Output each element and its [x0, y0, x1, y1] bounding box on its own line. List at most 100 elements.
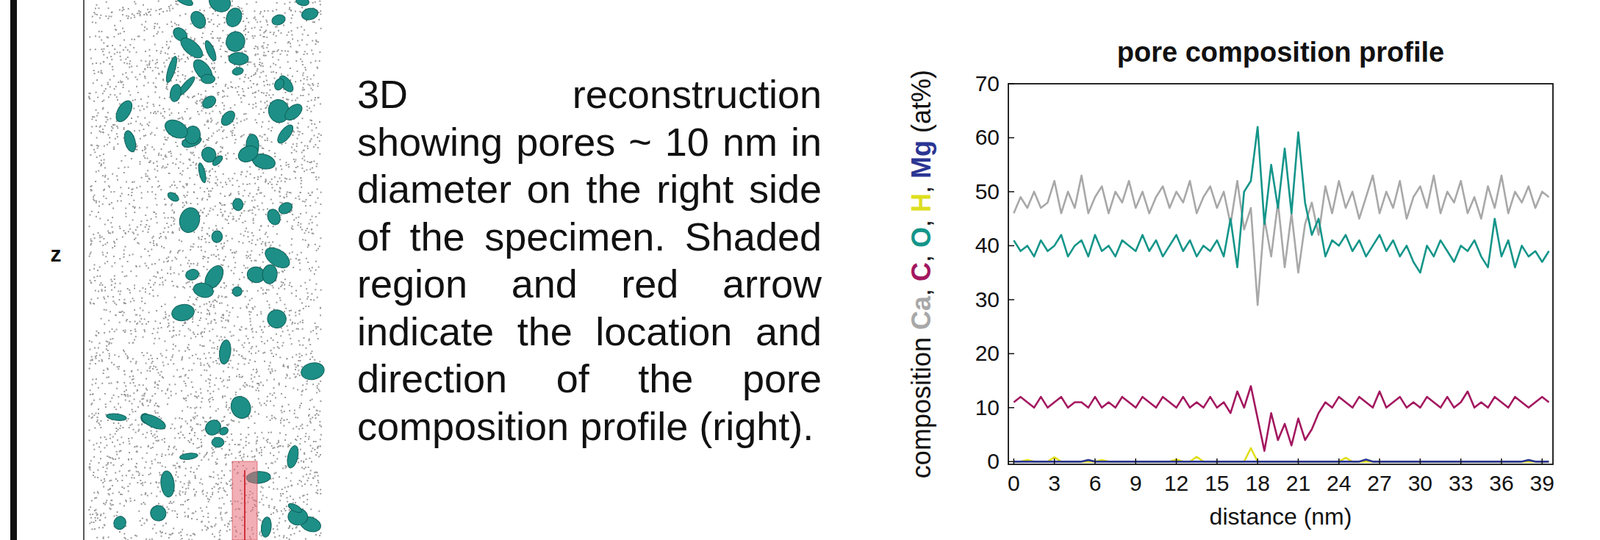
y-tick — [1008, 191, 1015, 193]
caption: 3D reconstruction showing pores ~ 10 nm … — [357, 70, 822, 450]
pore — [199, 93, 218, 111]
pore — [188, 8, 209, 31]
x-tick — [1419, 458, 1422, 465]
x-tick — [1135, 458, 1137, 465]
y-tick-label: 40 — [975, 232, 1000, 258]
pore — [105, 413, 127, 422]
y-tick — [1008, 299, 1015, 301]
pore — [122, 129, 138, 153]
pore — [223, 29, 247, 55]
series-line — [1013, 459, 1549, 462]
y-tick-label: 30 — [975, 287, 1000, 312]
profile-region — [232, 461, 258, 540]
pore — [218, 339, 233, 366]
x-tick — [1541, 458, 1544, 465]
pore — [147, 502, 170, 525]
x-tick-label: 27 — [1367, 471, 1392, 496]
y-axis-title-part: Mg — [906, 140, 937, 179]
pore — [161, 116, 191, 142]
x-tick — [1175, 458, 1178, 465]
x-tick-label: 21 — [1286, 471, 1311, 496]
pore — [113, 97, 136, 125]
y-axis-title-part: O — [906, 227, 937, 248]
pore — [177, 34, 206, 62]
y-axis-title-part: ( — [906, 124, 937, 141]
pore — [211, 437, 225, 448]
series-line — [1013, 127, 1549, 273]
y-tick-label: 20 — [975, 341, 1000, 366]
pore — [231, 285, 244, 298]
x-tick-label: 0 — [1007, 471, 1021, 496]
y-axis-title-part — [906, 329, 937, 338]
pore — [111, 514, 128, 532]
pore — [170, 302, 196, 323]
pore — [270, 13, 287, 28]
axis-label: z — [50, 241, 62, 267]
x-tick-label: 18 — [1245, 471, 1270, 496]
x-tick — [1094, 458, 1096, 465]
pore — [163, 55, 179, 84]
y-axis-title-part: H — [906, 193, 937, 213]
y-tick-label: 0 — [987, 449, 1000, 474]
atom-cloud — [88, 0, 322, 540]
y-axis-title: composition Ca, C, O, H, Mg (at%) — [906, 69, 937, 479]
x-tick-label: 3 — [1048, 471, 1061, 496]
pore — [210, 154, 225, 168]
pore — [285, 444, 300, 469]
x-tick-label: 6 — [1089, 471, 1102, 496]
pore — [196, 162, 208, 184]
y-tick — [1008, 137, 1015, 139]
pore — [205, 0, 235, 17]
pore — [191, 281, 215, 300]
x-tick-label: 39 — [1530, 471, 1555, 496]
x-tick — [1297, 458, 1300, 465]
y-tick — [1008, 461, 1015, 464]
y-axis-title-part: , — [906, 178, 937, 194]
y-axis-title-part: at — [906, 102, 937, 125]
y-tick — [1008, 245, 1015, 247]
pore — [295, 0, 310, 7]
x-tick — [1500, 458, 1503, 465]
pore — [177, 205, 203, 236]
pore — [299, 360, 326, 383]
x-axis-title: distance (nm) — [1209, 503, 1353, 530]
pore — [232, 197, 245, 211]
y-axis-title-part: , — [906, 212, 937, 228]
pore — [235, 142, 261, 165]
pore — [184, 267, 200, 282]
y-tick — [1008, 83, 1015, 85]
x-tick-label: 24 — [1326, 471, 1351, 496]
plot-frame — [1008, 83, 1553, 465]
y-axis-title-part: %) — [906, 69, 937, 103]
x-tick-label: 9 — [1129, 471, 1143, 496]
pore — [300, 6, 319, 22]
pore — [227, 393, 255, 422]
x-tick-label: 30 — [1408, 471, 1433, 496]
y-tick-label: 50 — [975, 179, 1000, 204]
pore — [261, 263, 279, 285]
pore — [200, 74, 215, 84]
x-tick-label: 33 — [1448, 471, 1473, 496]
pore — [169, 83, 184, 103]
x-tick-label: 12 — [1164, 471, 1189, 496]
chart-title: pore composition profile — [1117, 36, 1445, 68]
x-tick — [1338, 458, 1340, 465]
y-axis-title-part: Ca — [906, 295, 937, 330]
x-tick — [1460, 458, 1462, 465]
pore — [210, 230, 223, 244]
pore — [272, 77, 286, 92]
panel-edge — [83, 0, 85, 540]
y-tick-label: 60 — [975, 124, 1000, 150]
y-axis-title-part: , — [906, 247, 937, 263]
series-line — [1013, 385, 1549, 451]
series-lines — [1013, 127, 1549, 463]
pore — [274, 122, 296, 147]
pore — [173, 0, 195, 9]
pore — [266, 308, 289, 330]
pore — [265, 207, 283, 227]
panel-bar — [10, 0, 17, 540]
x-tick — [1053, 458, 1056, 465]
y-axis-title-part: , — [906, 281, 937, 297]
pore — [202, 39, 219, 63]
pore — [231, 66, 245, 76]
